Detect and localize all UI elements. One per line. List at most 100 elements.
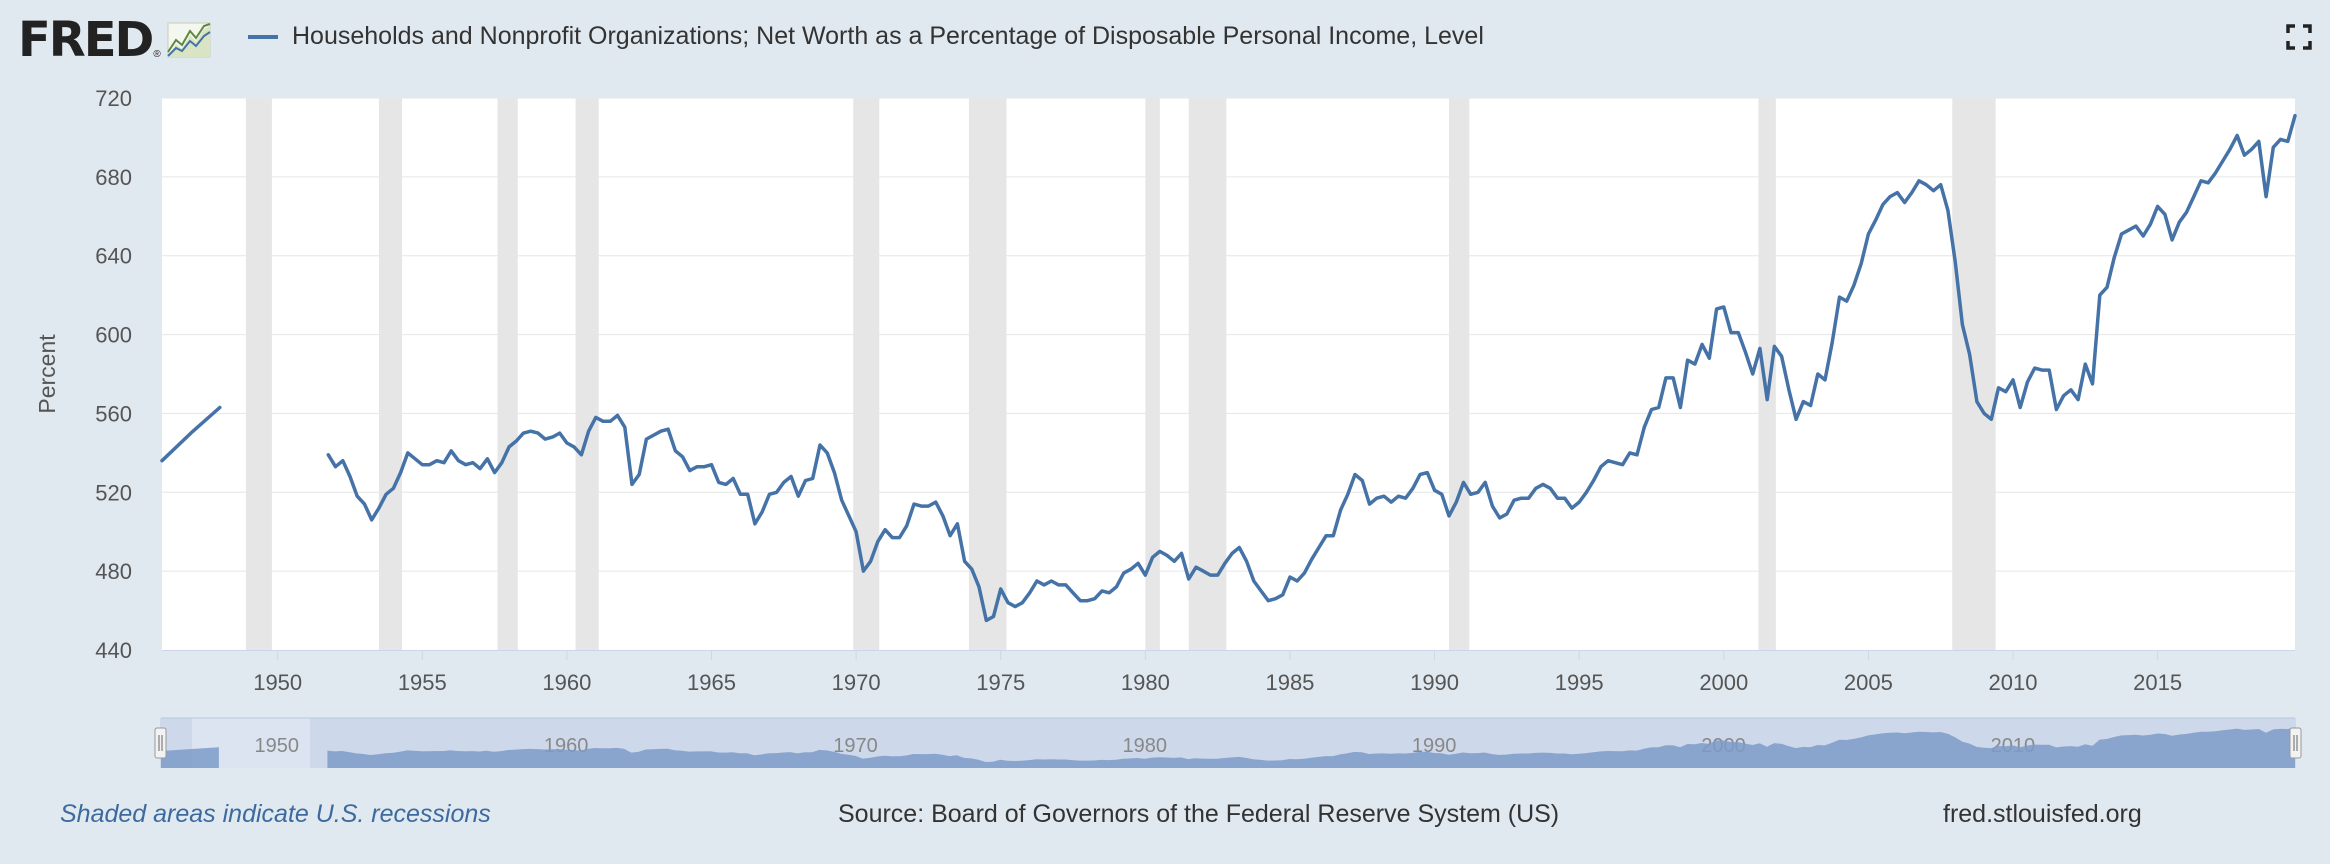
data-point [1716,308,1718,310]
data-point [877,541,879,543]
data-point [551,436,554,438]
data-point [2084,363,2086,365]
data-point [1412,487,1414,489]
data-point [327,454,329,456]
x-tick-label: 1995 [1555,670,1604,695]
data-point [1224,562,1226,564]
data-point [436,460,438,462]
data-point [1542,483,1544,485]
data-point [1426,472,1428,474]
data-point [1115,586,1117,588]
data-point [1672,377,1674,379]
data-point [1759,347,1761,349]
x-tick-label: 2000 [1699,670,1748,695]
data-point [1289,576,1291,578]
data-point [920,505,922,507]
data-point [891,537,893,539]
navigator-handle-right[interactable] [2289,727,2302,759]
data-point [2091,383,2094,385]
data-point [1050,580,1052,582]
recession-band [1188,98,1227,650]
data-point [942,515,944,517]
fred-logo[interactable]: FRED ® [18,10,211,70]
data-point [1376,497,1378,499]
data-point [1932,190,1935,192]
data-point [1810,404,1812,407]
x-tick-label: 1960 [542,670,591,695]
data-point [2026,381,2029,383]
data-point [819,444,821,446]
data-point [1058,584,1060,586]
data-point [1701,343,1703,345]
data-point [1499,517,1501,519]
x-tick-label: 1955 [398,670,447,695]
data-point [2214,172,2217,174]
data-point [898,537,901,539]
data-point [1665,377,1667,379]
data-point [927,505,930,507]
data-point [1144,574,1146,576]
data-point [2099,294,2101,296]
data-point [1744,351,1747,353]
data-point [754,523,756,525]
navigator-tick-label: 1970 [833,735,878,757]
data-point [1990,418,1992,420]
data-point [2185,211,2188,213]
data-point [870,560,872,562]
data-point [1867,233,1869,235]
data-point [2070,389,2072,391]
data-point [971,568,973,570]
data-point [1788,389,1790,391]
recession-note: Shaded areas indicate U.S. recessions [60,800,491,828]
data-point [1311,558,1313,560]
navigator-tick-label: 1950 [254,735,299,757]
recession-band [497,98,518,650]
data-point [1506,513,1508,515]
data-point [2272,146,2274,148]
data-point [414,458,416,460]
navigator-series-area [161,727,2295,768]
data-point [1137,562,1139,564]
data-point [1130,568,1132,570]
data-point [349,475,351,478]
data-point [660,430,662,432]
data-point [1904,201,1906,204]
fullscreen-icon[interactable] [2286,24,2312,50]
data-point [776,491,778,493]
data-point [2193,196,2195,198]
data-point [696,466,698,468]
data-point [1571,507,1573,509]
data-point [1188,578,1190,580]
data-point [667,428,669,430]
data-point [1593,479,1595,482]
data-point [334,466,337,468]
recession-band [1758,98,1776,650]
data-point [2243,154,2245,156]
chart-legend[interactable]: Households and Nonprofit Organizations; … [248,22,1484,51]
data-point [1173,560,1175,562]
data-point [1014,606,1016,608]
x-axis-ticks: 1950 1955 1960 1965 1970 1975 1980 1985 1990 1995… [253,650,2182,695]
data-point [1470,493,1472,495]
data-point [710,464,713,466]
data-point [1925,184,1927,186]
data-point [1679,406,1681,409]
data-point [1622,464,1624,466]
data-point [1687,359,1689,361]
fred-url-link[interactable]: fred.stlouisfed.org [1943,800,2142,828]
range-navigator[interactable]: 1950196019701980199020002010 [154,717,2302,768]
data-point [1918,180,1920,182]
data-point [1383,495,1385,497]
x-tick-label: 1950 [253,670,302,695]
navigator-handle-left[interactable] [154,727,167,759]
x-tick-label: 1970 [832,670,881,695]
data-point [602,420,604,422]
data-point [2258,140,2260,142]
data-point [1434,489,1436,491]
data-point [935,501,937,503]
data-point [1036,580,1038,582]
data-point [1896,192,1898,194]
data-point [2171,239,2173,241]
data-point [1882,203,1884,206]
